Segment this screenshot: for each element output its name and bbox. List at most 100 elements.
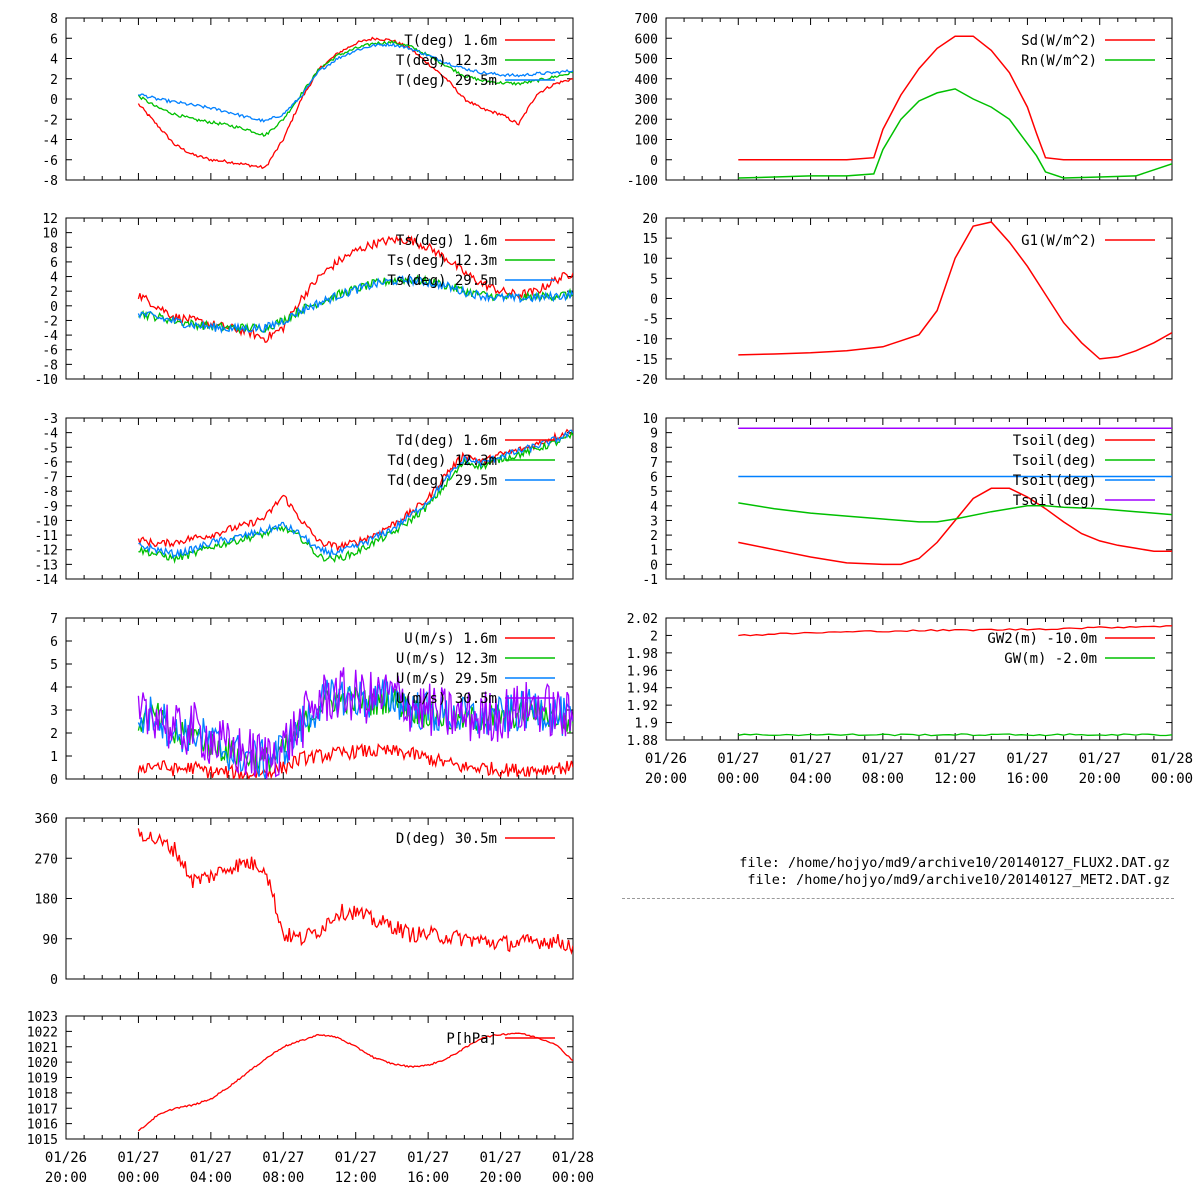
y-tick-label: 1 [650,544,658,559]
y-tick-label: 90 [42,933,58,948]
x-tick-label: 01/27 [190,1150,232,1166]
chart-panel: 7 6 5 4 3 2 1 0 U(m/s) 1.6m U(m/s) 12.3m U(m/s) 29… [50,612,574,788]
y-tick-label: -6 [42,154,58,169]
y-tick-label: 20 [642,212,658,227]
y-tick-label: -5 [642,313,658,328]
y-tick-label: 700 [635,12,658,27]
series-line [137,428,573,553]
x-tick-label: 00:00 [1151,771,1193,787]
x-tick-label: 01/27 [407,1150,449,1166]
y-tick-label: 1017 [27,1102,58,1117]
y-tick-label: 400 [635,73,658,88]
y-tick-label: 8 [50,12,58,27]
x-tick-label: 01/27 [934,751,976,767]
legend-label: Td(deg) 29.5m [387,473,497,489]
y-tick-label: 1021 [27,1041,58,1056]
y-tick-label: -7 [42,471,58,486]
legend-label: Tsoil(deg) [1013,473,1097,489]
x-tick-label: 04:00 [789,771,831,787]
y-tick-label: 1.88 [627,734,658,749]
legend-label: P[hPa] [446,1031,497,1047]
legend-label: GW(m) -2.0m [1004,651,1097,667]
y-tick-label: 0 [50,773,58,788]
y-tick-label: 0 [650,293,658,308]
x-tick-label: 01/27 [789,751,831,767]
series-line [137,39,573,137]
y-tick-label: 1.9 [635,717,658,732]
series-line [738,733,1172,737]
y-tick-label: 4 [50,271,58,286]
legend-label: GW2(m) -10.0m [987,631,1097,647]
chart-panel: 2.02 2 1.98 1.96 1.94 1.92 1.9 1.88 01/26 20:00 01… [627,612,1193,787]
legend-label: T(deg) 12.3m [396,53,497,69]
x-tick-label: 01/27 [862,751,904,767]
legend-label: Td(deg) 12.3m [387,453,497,469]
chart-panel: 700 600 500 400 300 200 100 0 -100 Sd(W/m^2) Rn(W/… [627,12,1173,189]
y-tick-label: 0 [50,973,58,988]
y-tick-label: 9 [650,427,658,442]
series-line [137,828,573,956]
y-tick-label: 1.98 [627,647,658,662]
y-tick-label: -2 [42,113,58,128]
legend-label: U(m/s) 29.5m [396,671,497,687]
legend-label: U(m/s) 1.6m [404,631,497,647]
y-tick-label: 10 [642,412,658,427]
y-tick-label: -2 [42,314,58,329]
x-tick-label: 08:00 [262,1170,304,1186]
series-line [138,431,573,565]
y-tick-label: -10 [635,333,658,348]
y-tick-label: 0 [650,154,658,169]
y-tick-label: 5 [650,272,658,287]
x-tick-label: 00:00 [117,1170,159,1186]
y-tick-label: 200 [635,113,658,128]
series-line [738,221,1172,360]
y-tick-label: 12 [42,212,58,227]
y-tick-label: -8 [42,174,58,189]
y-tick-label: 2.02 [627,612,658,627]
y-tick-label: 6 [50,256,58,271]
x-tick-label: 01/27 [1006,751,1048,767]
x-tick-label: 01/27 [717,751,759,767]
y-tick-label: 2 [650,629,658,644]
legend-label: Rn(W/m^2) [1021,53,1097,69]
y-tick-label: 500 [635,53,658,68]
y-tick-label: 1015 [27,1133,58,1148]
y-tick-label: 300 [635,93,658,108]
legend-label: U(m/s) 30.5m [396,691,497,707]
y-tick-label: -6 [42,344,58,359]
legend-label: Ts(deg) 12.3m [387,253,497,269]
y-tick-label: -11 [35,529,58,544]
series-line [137,275,573,334]
x-tick-label: 12:00 [335,1170,377,1186]
y-tick-label: 2 [50,727,58,742]
x-tick-label: 01/26 [645,751,687,767]
series-line [138,41,573,123]
legend-label: T(deg) 29.5m [396,73,497,89]
x-tick-label: 01/28 [552,1150,594,1166]
x-tick-label: 20:00 [45,1170,87,1186]
y-tick-label: 4 [50,53,58,68]
y-tick-label: -6 [42,456,58,471]
y-tick-label: -5 [42,441,58,456]
legend-label: Tsoil(deg) [1013,453,1097,469]
chart-panel: 20 15 10 5 0 -5 -10 -15 -20 G1(W/m^2) [635,212,1173,388]
series-line [738,487,1172,566]
series-line [137,36,573,170]
x-tick-label: 04:00 [190,1170,232,1186]
x-tick-label: 20:00 [645,771,687,787]
y-tick-label: 6 [650,471,658,486]
y-tick-label: -8 [42,358,58,373]
series-line [738,35,1172,161]
y-tick-label: -15 [635,353,658,368]
y-tick-label: 10 [642,252,658,267]
series-line [738,502,1172,523]
y-tick-label: 4 [50,681,58,696]
y-tick-label: -4 [42,427,58,442]
y-tick-label: -8 [42,485,58,500]
x-tick-label: 01/27 [262,1150,304,1166]
y-tick-label: -13 [35,558,58,573]
y-tick-label: 15 [642,232,658,247]
y-tick-label: 10 [42,227,58,242]
file-info-line: file: /home/hojyo/md9/archive10/20140127… [747,872,1170,888]
